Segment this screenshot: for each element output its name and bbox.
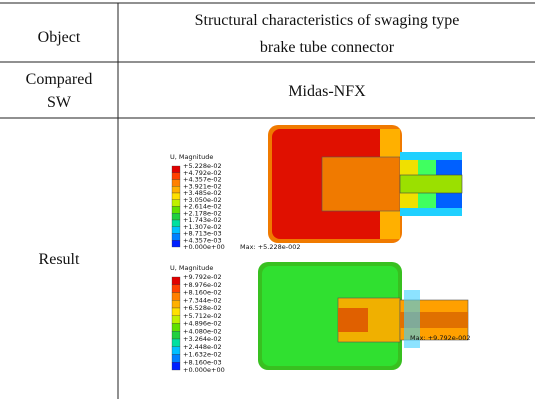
legend-swatch bbox=[172, 207, 180, 214]
max-label: Max: +9.792e-002 bbox=[410, 334, 471, 342]
cell: Object bbox=[38, 29, 81, 46]
legend-swatch bbox=[172, 186, 180, 193]
cell: Structural characteristics of swaging ty… bbox=[195, 12, 460, 29]
legend-swatch bbox=[172, 227, 180, 234]
cell: brake tube connector bbox=[260, 39, 395, 56]
legend-swatch bbox=[172, 324, 180, 332]
legend-swatch bbox=[172, 285, 180, 293]
legend-swatch bbox=[172, 347, 180, 355]
legend-swatch bbox=[172, 308, 180, 316]
legend-swatch bbox=[172, 200, 180, 207]
contour-plot bbox=[268, 125, 462, 243]
legend-label: +0.000e+00 bbox=[183, 243, 225, 251]
cell: SW bbox=[47, 94, 72, 111]
legend-title: U, Magnitude bbox=[170, 264, 213, 272]
legend-title: U, Magnitude bbox=[170, 153, 213, 161]
legend-swatch bbox=[172, 355, 180, 363]
legend-swatch bbox=[172, 339, 180, 347]
legend-swatch bbox=[172, 173, 180, 180]
legend-swatch bbox=[172, 362, 180, 370]
legend-swatch bbox=[172, 220, 180, 227]
max-label: Max: +5.228e-002 bbox=[240, 243, 301, 251]
contour-plot bbox=[258, 262, 468, 370]
legend-swatch bbox=[172, 300, 180, 308]
legend-swatch bbox=[172, 234, 180, 241]
legend-swatch bbox=[172, 293, 180, 301]
legend-label: +0.000e+00 bbox=[183, 366, 225, 374]
legend-swatch bbox=[172, 316, 180, 324]
legend-swatch bbox=[172, 277, 180, 285]
cell: Midas-NFX bbox=[288, 83, 366, 100]
legend-swatch bbox=[172, 331, 180, 339]
legend-swatch bbox=[172, 166, 180, 173]
legend-swatch bbox=[172, 240, 180, 247]
page: Object Structural characteristics of swa… bbox=[0, 0, 535, 399]
cell: Compared bbox=[26, 71, 93, 88]
legend-swatch bbox=[172, 213, 180, 220]
cell: Result bbox=[39, 251, 80, 268]
legend-swatch bbox=[172, 180, 180, 187]
legend-swatch bbox=[172, 193, 180, 200]
